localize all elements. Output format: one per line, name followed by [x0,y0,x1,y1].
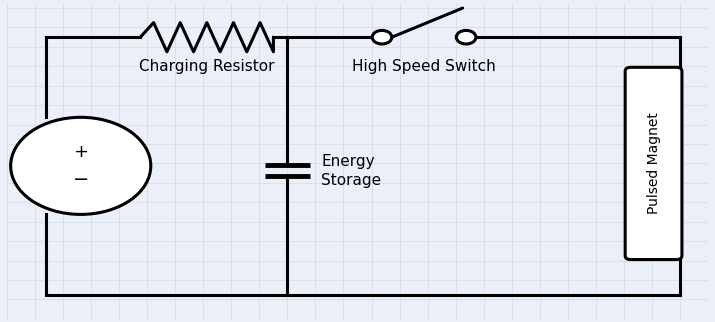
Text: High Speed Switch: High Speed Switch [352,59,496,74]
FancyBboxPatch shape [625,67,682,260]
Text: +: + [73,143,88,161]
Text: Energy
Storage: Energy Storage [321,154,381,187]
Text: −: − [72,170,89,189]
Text: Pulsed Magnet: Pulsed Magnet [646,112,661,214]
Circle shape [11,117,151,214]
Circle shape [456,30,476,44]
Text: Charging Resistor: Charging Resistor [139,59,275,74]
Circle shape [373,30,392,44]
